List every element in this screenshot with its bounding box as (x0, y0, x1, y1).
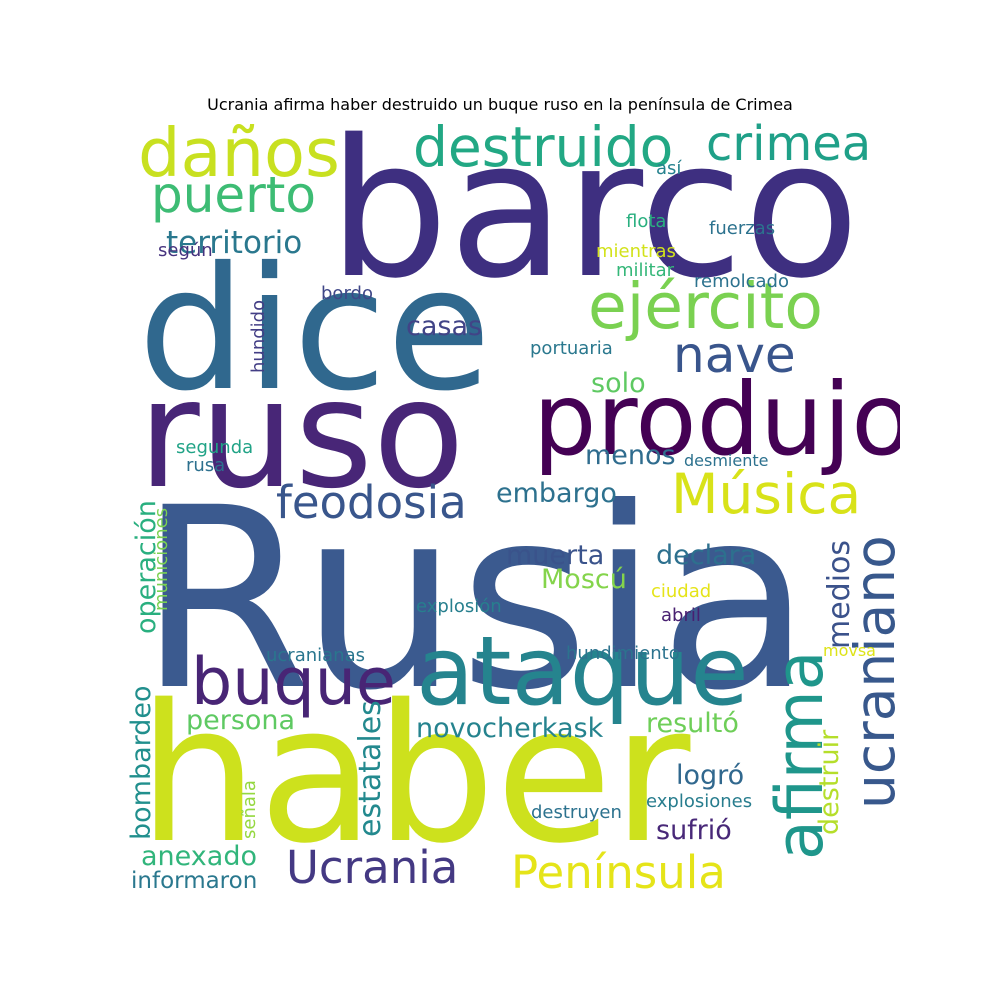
word-barco: barco (328, 120, 860, 320)
word-segunda: segunda (176, 437, 254, 458)
word-cloud: Rusia haber barco dice ruso produjo ataque ucra… (128, 120, 900, 895)
word-menos: menos (585, 440, 676, 471)
word-solo: solo (591, 368, 646, 399)
word-remolcado: remolcado (694, 271, 789, 292)
word-bordo: bordo (321, 283, 373, 304)
word-fuerzas: fuerzas (709, 218, 776, 239)
word-senala: señala (239, 780, 260, 839)
word-ruso: ruso (138, 348, 465, 522)
word-portuaria: portuaria (530, 338, 613, 359)
word-ciudad: ciudad (651, 581, 712, 602)
word-novocherkask: novocherkask (416, 713, 604, 744)
word-medios: medios (822, 539, 857, 649)
word-declara: declara (656, 540, 757, 571)
word-hundimiento: hundimiento (566, 643, 680, 664)
word-ucranianas: ucranianas (266, 645, 365, 666)
word-ucrania: Ucrania (286, 841, 459, 894)
word-anexado: anexado (141, 841, 257, 872)
word-territorio: territorio (166, 225, 303, 261)
word-musica: Música (671, 462, 862, 526)
word-hundido: hundido (248, 299, 269, 373)
word-nave: nave (673, 326, 796, 384)
word-informaron: informaron (131, 868, 258, 894)
word-logro: logró (676, 760, 745, 791)
word-destruyen: destruyen (531, 802, 622, 823)
word-peninsula: Península (511, 846, 726, 895)
word-muerta: muerta (506, 540, 605, 571)
word-embargo: embargo (496, 478, 617, 509)
word-movsa: movsa (823, 641, 876, 660)
word-rusa: rusa (186, 455, 226, 476)
word-produjo: produjo (533, 361, 900, 478)
word-moscu: Moscú (541, 564, 627, 595)
word-asi: así (656, 158, 682, 179)
word-sufrio: sufrió (656, 815, 732, 846)
figure-title: Ucrania afirma haber destruido un buque … (207, 95, 793, 114)
word-municiones: municiones (151, 507, 172, 611)
word-resulto: resultó (646, 708, 739, 739)
word-rusia: Rusia (138, 454, 812, 745)
word-ejercito: ejército (588, 270, 823, 343)
word-explosion: explosión (416, 596, 502, 617)
word-explosiones: explosiones (646, 791, 753, 812)
word-estatales: estatales (353, 700, 388, 837)
word-haber: haber (138, 664, 691, 885)
word-desmiente: desmiente (684, 451, 769, 470)
word-dice: dice (138, 231, 492, 429)
word-militar: militar (616, 260, 675, 281)
word-feodosia: feodosia (276, 476, 467, 529)
word-persona: persona (186, 705, 296, 736)
word-abril: abril (661, 605, 701, 626)
word-destruido: destruido (413, 120, 674, 179)
word-casas: casas (406, 311, 483, 342)
word-segun: según (158, 240, 213, 261)
word-crimea: crimea (706, 120, 872, 172)
word-flota: flota (626, 211, 667, 232)
word-destruir: destruir (814, 729, 845, 835)
word-puerto: puerto (151, 166, 316, 224)
word-buque: buque (191, 645, 396, 720)
word-bombardeo: bombardeo (128, 685, 157, 840)
word-mientras: mientras (596, 241, 676, 262)
word-danos: daños (138, 120, 340, 192)
word-ataque: ataque (416, 617, 749, 727)
